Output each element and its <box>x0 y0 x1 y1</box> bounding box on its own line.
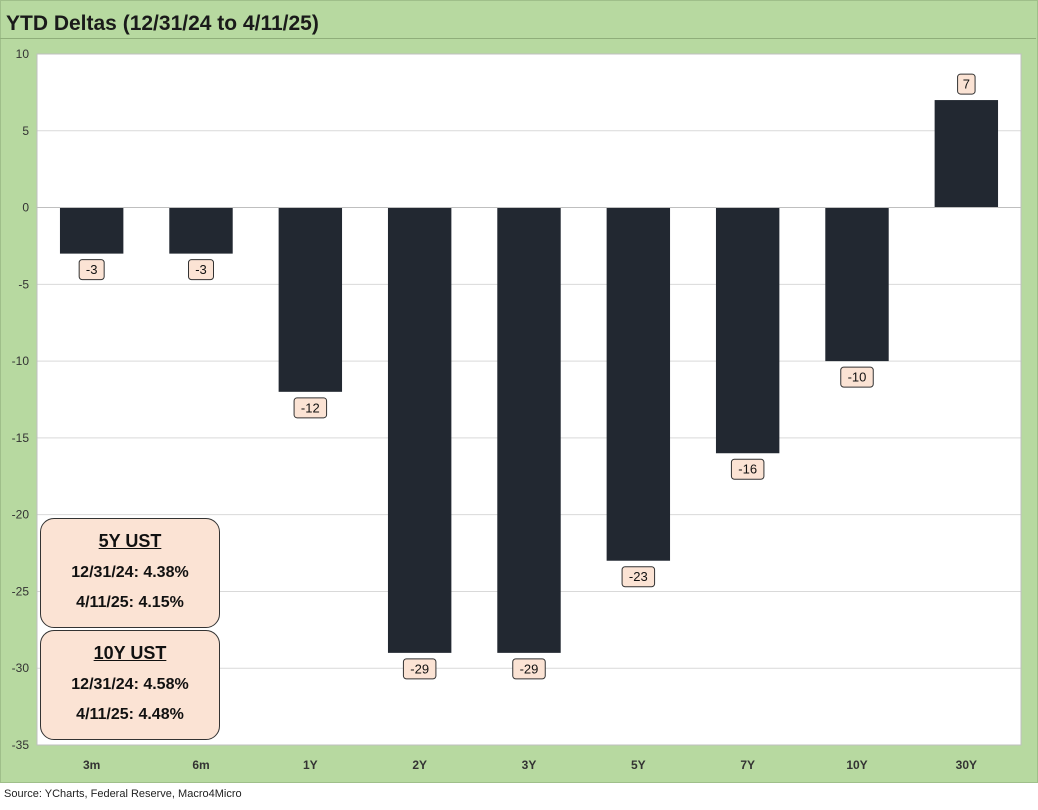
data-label-box <box>188 259 214 281</box>
data-label-box <box>402 658 437 680</box>
data-label: -23 <box>629 569 648 584</box>
x-tick-label: 5Y <box>631 758 646 772</box>
data-label: -3 <box>195 262 207 277</box>
data-label-box <box>840 366 874 388</box>
y-tick-label: 5 <box>22 124 29 138</box>
y-tick-label: -10 <box>12 354 30 368</box>
plot-border <box>36 53 1022 746</box>
bar-chart: 10 5 0 -5 -10 -15 -20 -25 -30 -35 -3 3m -3 6m -12 1Y -29… <box>12 47 1022 772</box>
data-label: -12 <box>301 400 320 415</box>
chart-title: YTD Deltas (12/31/24 to 4/11/25) <box>6 12 319 35</box>
data-label: 7 <box>963 77 970 92</box>
y-tick-label: -25 <box>12 584 30 598</box>
source-note: Source: YCharts, Federal Reserve, Macro4… <box>4 788 242 800</box>
data-label-box <box>293 397 328 419</box>
bar <box>825 207 889 362</box>
x-tick-label: 30Y <box>956 758 977 772</box>
bar <box>934 100 999 208</box>
data-label-box <box>730 458 765 480</box>
ust5-header: 5Y UST <box>98 531 162 551</box>
bar <box>278 207 343 392</box>
y-tick-label: 0 <box>22 201 29 215</box>
data-label: -10 <box>848 370 867 385</box>
x-tick-label: 6m <box>192 758 209 772</box>
ust5-line2: 4/11/25: 4.15% <box>76 594 184 611</box>
y-tick-label: -15 <box>12 431 30 445</box>
data-label: -16 <box>738 462 757 477</box>
x-tick-label: 3m <box>83 758 100 772</box>
title-divider <box>0 38 1036 39</box>
x-tick-label: 1Y <box>303 758 318 772</box>
ust10-line2: 4/11/25: 4.48% <box>76 706 184 723</box>
ust10-header: 10Y UST <box>93 643 167 663</box>
ust5-annotation-box: 5Y UST 12/31/24: 4.38% 4/11/25: 4.15% <box>40 518 220 628</box>
x-tick-label: 3Y <box>522 758 537 772</box>
y-tick-label: -30 <box>12 661 30 675</box>
y-tick-label: 10 <box>16 47 30 61</box>
bar <box>715 207 780 454</box>
bar <box>169 207 233 254</box>
ust5-line1: 12/31/24: 4.38% <box>71 564 189 581</box>
ust10-annotation-box: 10Y UST 12/31/24: 4.58% 4/11/25: 4.48% <box>40 630 220 740</box>
data-label-box <box>957 73 976 95</box>
data-label: -29 <box>410 661 429 676</box>
data-label: -29 <box>520 661 539 676</box>
bar <box>606 207 671 561</box>
data-label: -3 <box>86 262 98 277</box>
y-tick-label: -5 <box>18 277 29 291</box>
data-label-box <box>512 658 546 680</box>
x-tick-label: 10Y <box>846 758 867 772</box>
y-tick-label: -35 <box>12 738 30 752</box>
data-label-box <box>78 259 105 281</box>
data-label-box <box>621 566 656 588</box>
bar <box>497 207 561 653</box>
bar <box>59 207 124 254</box>
x-tick-label: 7Y <box>740 758 755 772</box>
x-tick-label: 2Y <box>412 758 427 772</box>
y-tick-label: -20 <box>12 508 30 522</box>
bar <box>387 207 452 653</box>
ust10-line1: 12/31/24: 4.58% <box>71 676 189 693</box>
